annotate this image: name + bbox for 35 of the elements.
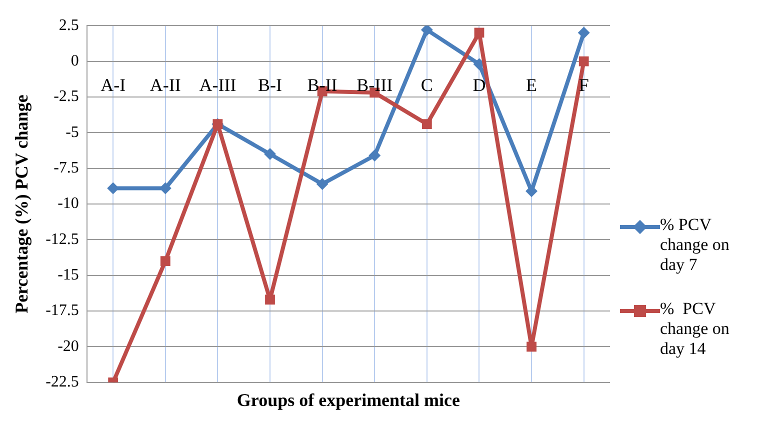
point (526, 342, 536, 352)
point (422, 119, 432, 130)
y-tick-label: 2.5 (58, 16, 79, 34)
y-tick-label: -22.5 (46, 374, 79, 391)
point (526, 185, 538, 198)
legend-label: % PCV change on day 7 (660, 215, 730, 275)
point (368, 149, 381, 162)
x-tick-label: B-I (258, 75, 282, 96)
x-tick-label: A-I (100, 75, 126, 96)
legend-label: % PCV change on day 14 (660, 299, 730, 359)
y-tick-label: -7.5 (54, 160, 79, 177)
point (578, 56, 589, 66)
point (420, 26, 433, 36)
y-tick-label: -12.5 (46, 230, 79, 248)
x-tick-label: D (472, 75, 486, 96)
point (264, 148, 276, 160)
x-axis-title: Groups of experimental mice (236, 390, 460, 410)
x-tick-label: C (420, 75, 433, 96)
y-tick-label: -15 (58, 266, 79, 284)
y-axis-title: Percentage (%) PCV change (11, 94, 32, 314)
y-tick-label: -17.5 (46, 302, 79, 320)
y-tick-label: 0 (70, 52, 79, 70)
x-tick-label: B-III (356, 75, 393, 96)
x-tick-label: A-II (150, 75, 181, 96)
x-tick-label: A-III (199, 75, 236, 96)
y-tick-label: -20 (58, 338, 79, 355)
point (316, 178, 328, 190)
point (160, 256, 170, 266)
y-tick-label: -5 (66, 124, 79, 141)
y-tick-label: -10 (58, 195, 79, 212)
point (265, 294, 275, 305)
point (474, 28, 484, 38)
point (578, 26, 590, 39)
y-tick-label: -2.5 (54, 88, 79, 106)
x-tick-label: E (526, 75, 538, 96)
